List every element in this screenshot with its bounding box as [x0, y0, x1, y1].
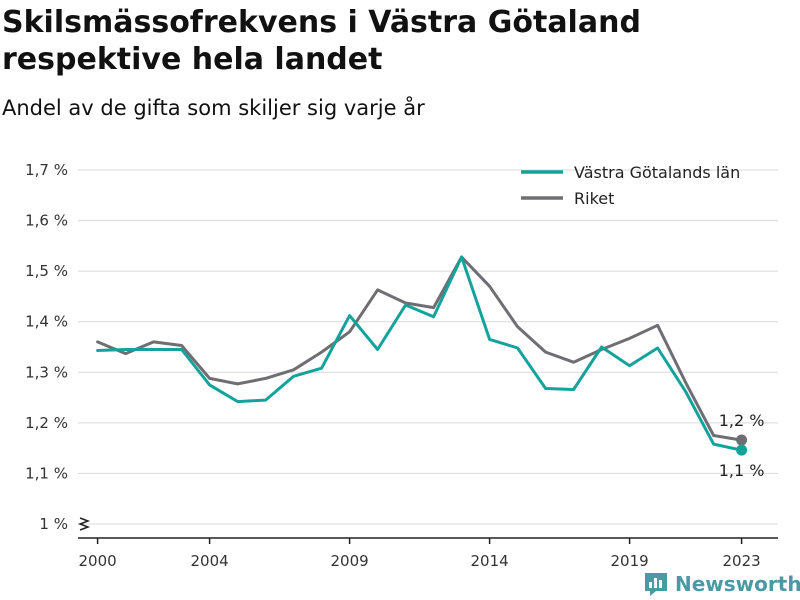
x-tick-label: 2019: [611, 552, 649, 570]
brand-logo: Newsworthy: [643, 568, 800, 600]
y-tick-label: 1,1 %: [25, 464, 68, 482]
legend-label: Riket: [574, 189, 614, 208]
y-tick-label: 1,6 %: [25, 212, 68, 230]
chart-subtitle: Andel av de gifta som skiljer sig varje …: [2, 96, 425, 120]
x-axis: [78, 537, 778, 544]
series-endpoint-marker: [736, 444, 748, 456]
axis-break-icon: [77, 517, 91, 531]
x-axis-tick-labels: 2000 2004 2009 2014 2019 2023: [79, 552, 761, 570]
series-endpoints: 1,2 % 1,1 %: [719, 411, 765, 480]
y-tick-label: 1,7 %: [25, 161, 68, 179]
legend-label: Västra Götalands län: [574, 163, 740, 182]
gridlines: [78, 169, 778, 525]
y-tick-label: 1 %: [39, 515, 68, 533]
series-line: [96, 255, 744, 442]
x-tick-label: 2023: [723, 552, 761, 570]
series-end-label: 1,2 %: [719, 411, 765, 430]
series-endpoint-marker: [736, 434, 748, 446]
y-tick-label: 1,2 %: [25, 414, 68, 432]
y-tick-label: 1,3 %: [25, 363, 68, 381]
newsworthy-logo-icon: [645, 573, 667, 596]
x-tick-label: 2009: [331, 552, 369, 570]
y-axis-tick-labels: 1 % 1,1 % 1,2 % 1,3 % 1,4 % 1,5 % 1,6 % 1,7 %: [25, 161, 68, 533]
x-tick-label: 2014: [471, 552, 509, 570]
x-tick-label: 2004: [191, 552, 229, 570]
series-lines: [96, 255, 744, 452]
series-end-label: 1,1 %: [719, 461, 765, 480]
chart-title: Skilsmässofrekvens i Västra Götaland res…: [2, 5, 641, 77]
brand-name: Newsworthy: [675, 572, 800, 596]
legend: Västra Götalands län Riket: [521, 163, 740, 208]
y-tick-label: 1,4 %: [25, 313, 68, 331]
x-tick-label: 2000: [79, 552, 117, 570]
series-line: [96, 255, 744, 452]
y-tick-label: 1,5 %: [25, 262, 68, 280]
